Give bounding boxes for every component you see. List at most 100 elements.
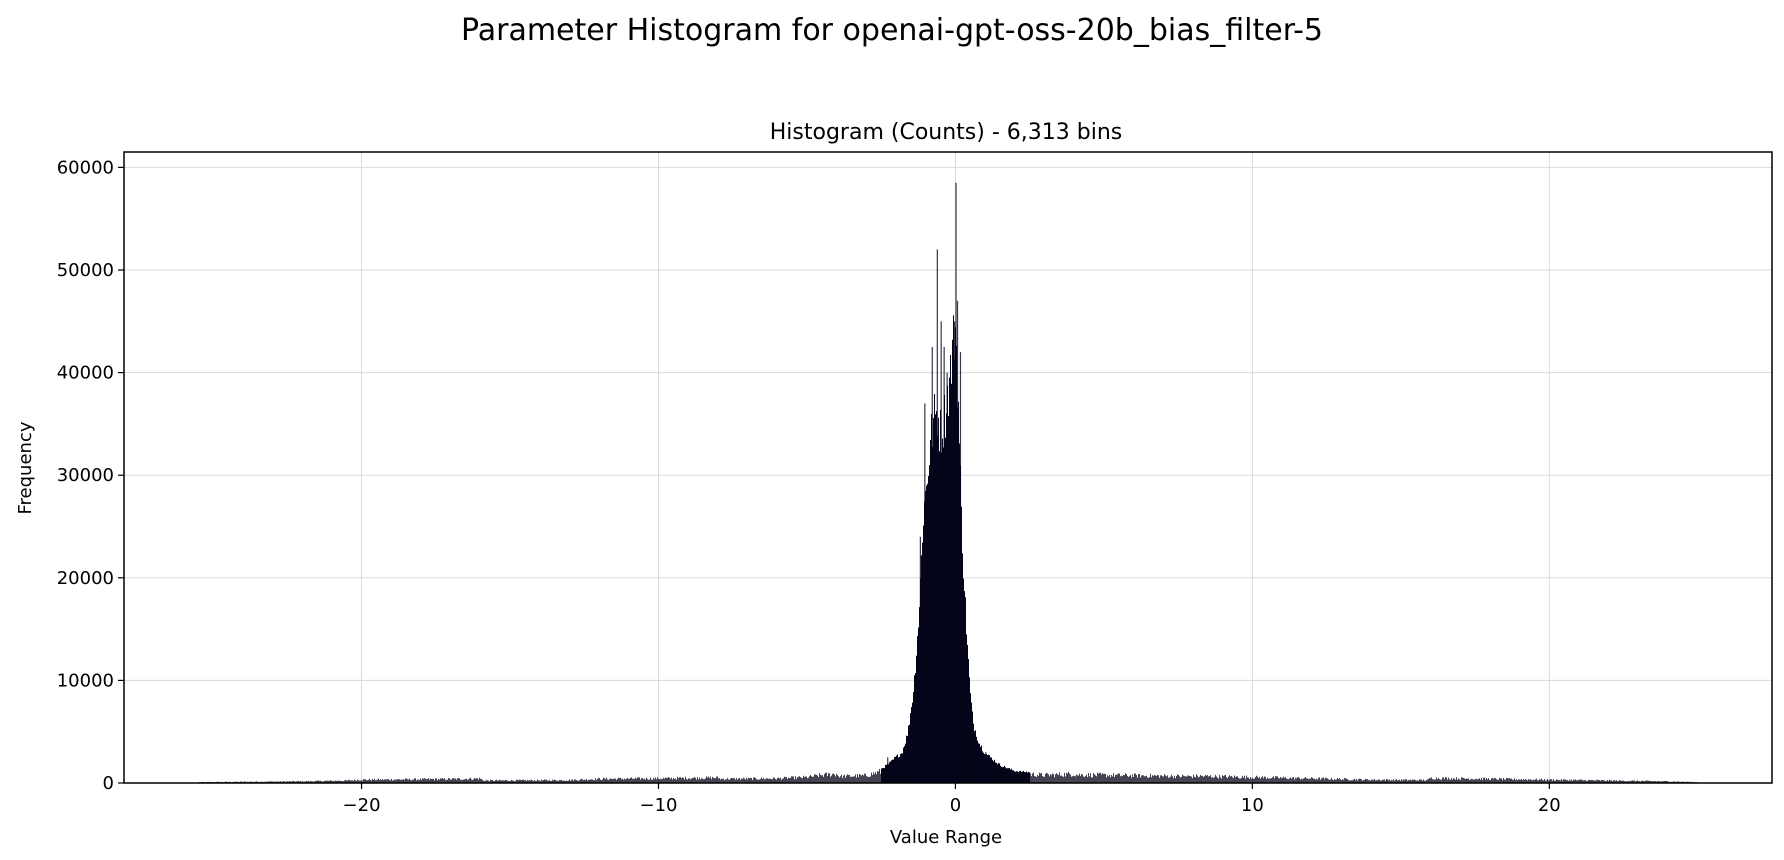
histogram-bar <box>713 777 714 783</box>
histogram-bar <box>1567 779 1568 783</box>
histogram-bar <box>1615 780 1616 783</box>
histogram-bar <box>1473 779 1474 783</box>
histogram-bar <box>300 781 301 783</box>
histogram-bar <box>635 777 636 783</box>
histogram-bar <box>1519 779 1520 783</box>
histogram-bar <box>400 779 401 783</box>
histogram-bar <box>652 779 653 783</box>
histogram-bar <box>580 779 581 783</box>
histogram-bar <box>1674 781 1675 783</box>
histogram-bar <box>1075 776 1076 783</box>
histogram-bar <box>1616 780 1617 783</box>
histogram-bar <box>682 777 683 783</box>
histogram-bar <box>641 778 642 783</box>
histogram-bar <box>619 778 620 783</box>
histogram-spike <box>940 321 942 783</box>
histogram-bar <box>675 778 676 783</box>
histogram-bar <box>719 778 720 783</box>
histogram-bar <box>1426 780 1427 783</box>
histogram-bar <box>1046 772 1047 783</box>
histogram-bar <box>639 777 640 783</box>
histogram-bar <box>1612 781 1613 783</box>
histogram-bar <box>498 780 499 783</box>
histogram-bar <box>648 779 649 783</box>
histogram-bar <box>1659 781 1660 783</box>
histogram-bar <box>1455 779 1456 783</box>
histogram-bar <box>558 780 559 783</box>
histogram-bar <box>1549 779 1550 783</box>
histogram-bar <box>375 780 376 783</box>
histogram-bar <box>1535 779 1536 783</box>
histogram-bar <box>1613 780 1614 783</box>
histogram-bar <box>530 780 531 783</box>
histogram-bar <box>552 779 553 783</box>
histogram-bar <box>697 776 698 783</box>
histogram-bar <box>852 776 853 783</box>
histogram-bar <box>432 778 433 783</box>
histogram-bar <box>779 778 780 783</box>
histogram-bar <box>1574 779 1575 783</box>
histogram-bar <box>1557 779 1558 783</box>
histogram-spike <box>931 346 933 783</box>
histogram-spike <box>916 670 919 783</box>
histogram-bar <box>1356 779 1357 783</box>
histogram-bar <box>1131 777 1132 783</box>
histogram-bar <box>1411 780 1412 783</box>
histogram-bar <box>588 779 589 783</box>
histogram-bar <box>1121 775 1122 783</box>
histogram-bar <box>1650 780 1651 783</box>
histogram-bar <box>377 779 378 783</box>
histogram-bar <box>1360 778 1361 783</box>
histogram-bar <box>430 778 431 783</box>
histogram-bar <box>1546 780 1547 783</box>
histogram-bar <box>943 447 944 783</box>
histogram-bar <box>1207 775 1208 783</box>
histogram-bar <box>749 778 750 783</box>
histogram-bar <box>399 779 400 783</box>
histogram-bar <box>574 779 575 783</box>
histogram-bar <box>458 778 459 783</box>
histogram-bar <box>1408 780 1409 783</box>
histogram-bar <box>643 779 644 783</box>
histogram-bar <box>1141 775 1142 783</box>
histogram-bar <box>1296 778 1297 783</box>
histogram-bar <box>340 780 341 783</box>
histogram-bar <box>1087 777 1088 783</box>
histogram-bar <box>1475 779 1476 783</box>
histogram-bar <box>762 778 763 783</box>
histogram-bar <box>634 778 635 783</box>
histogram-bar <box>512 780 513 783</box>
histogram-bar <box>894 757 895 783</box>
histogram-bar <box>380 779 381 783</box>
histogram-bar <box>728 779 729 783</box>
histogram-bar <box>1521 778 1522 783</box>
histogram-bar <box>698 779 699 783</box>
histogram-bar <box>417 779 418 783</box>
histogram-bar <box>678 778 679 783</box>
histogram-bar <box>1076 774 1077 783</box>
histogram-bar <box>1493 778 1494 783</box>
histogram-bar <box>1514 778 1515 783</box>
histogram-bar <box>1249 778 1250 783</box>
histogram-bar <box>704 779 705 783</box>
histogram-bar <box>486 780 487 783</box>
histogram-bar <box>795 776 796 783</box>
histogram-bar <box>270 781 271 783</box>
histogram-bar <box>843 775 844 783</box>
histogram-bar <box>1477 779 1478 783</box>
histogram-bar <box>942 438 943 783</box>
histogram-bar <box>726 779 727 783</box>
histogram-spike <box>887 757 889 783</box>
histogram-bar <box>1407 780 1408 783</box>
histogram-bar <box>1401 779 1402 783</box>
histogram-bar <box>369 778 370 783</box>
histogram-bar <box>393 780 394 783</box>
histogram-bar <box>680 777 681 783</box>
histogram-bar <box>1197 775 1198 783</box>
histogram-bar <box>724 780 725 783</box>
histogram-bar <box>948 416 949 783</box>
histogram-bar <box>738 778 739 783</box>
histogram-bar <box>633 778 634 783</box>
histogram-bar <box>712 776 713 783</box>
histogram-bar <box>1461 777 1462 783</box>
